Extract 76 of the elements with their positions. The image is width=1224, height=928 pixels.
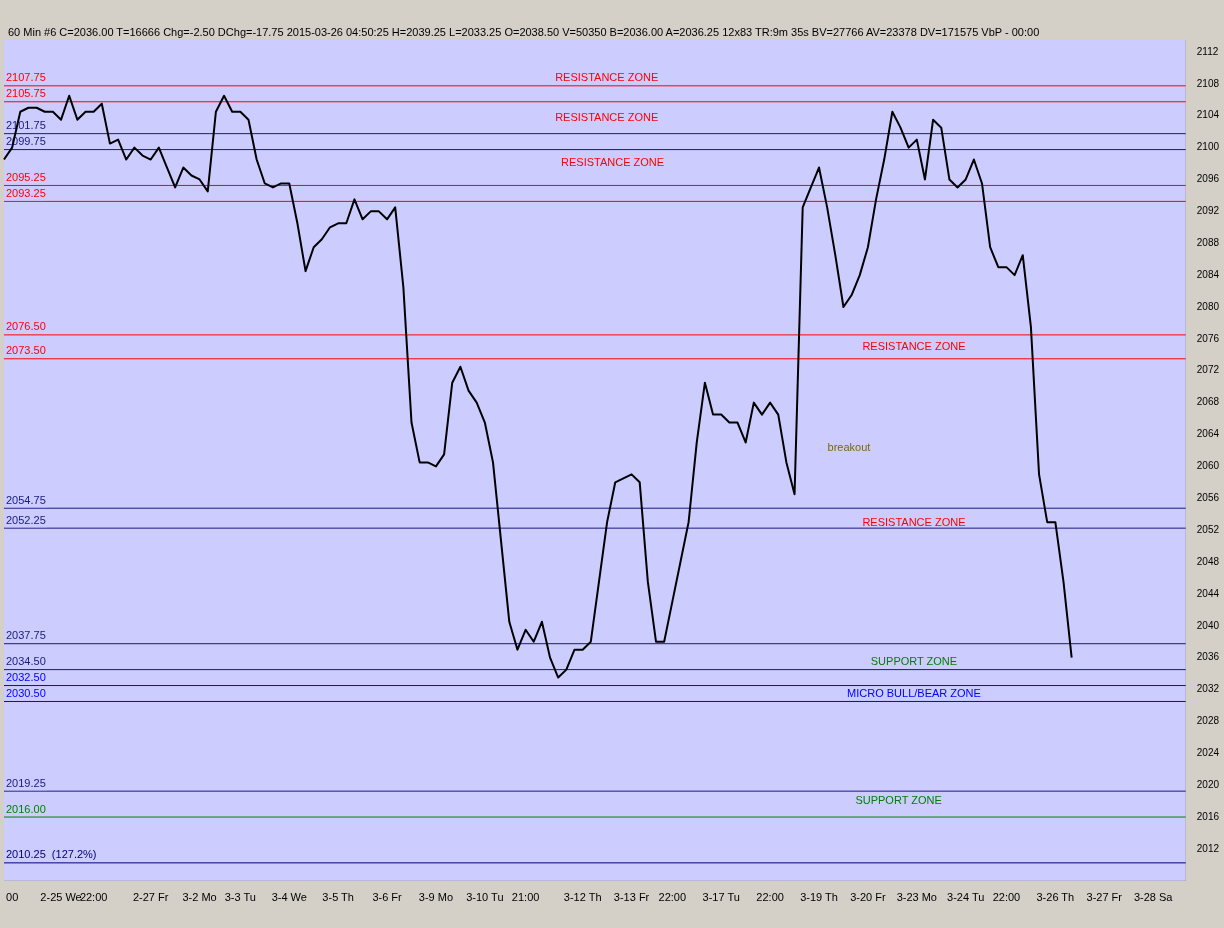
y-tick-label: 2056: [1196, 492, 1220, 504]
y-tick-label: 2024: [1196, 747, 1220, 759]
x-tick-label: 3-20 Fr: [850, 891, 886, 904]
annotation: RESISTANCE ZONE: [561, 155, 665, 168]
x-tick-label: 3-13 Fr: [613, 891, 650, 904]
x-tick-label: 3-3 Tu: [224, 891, 256, 904]
y-tick-label: 2112: [1196, 45, 1219, 57]
ref-line-label: 2016.00: [6, 802, 46, 815]
x-tick-label: 3-23 Mo: [896, 891, 937, 904]
x-tick-label: 3-17 Tu: [702, 891, 740, 904]
x-tick-label: 21:00: [511, 891, 540, 904]
y-tick-label: 2104: [1196, 109, 1220, 121]
ref-line-label: 2105.75: [6, 87, 46, 100]
x-tick-label: 22:00: [756, 891, 784, 904]
annotation: RESISTANCE ZONE: [862, 516, 966, 529]
ref-line-label: 2052.25: [6, 513, 46, 526]
y-tick-label: 2040: [1196, 619, 1220, 631]
ref-line-label: 2034.50: [6, 655, 46, 668]
x-tick-label: 3-2 Mo: [182, 891, 217, 904]
annotation: breakout: [827, 440, 871, 453]
y-tick-label: 2036: [1196, 651, 1220, 663]
y-tick-label: 2080: [1196, 300, 1220, 312]
y-tick-label: 2096: [1196, 173, 1220, 185]
x-tick-label: 3-5 Th: [322, 891, 354, 904]
chart-title: 60 Min #6 C=2036.00 T=16666 Chg=-2.50 DChg=-17.75 2015-03-26 04:50:25 H=2039.25 L=2033.25 O=2038.50 V=50350 B=2036.00 A=2036.25 12x83 TR:9m 35s BV=27766 AV=23378 DV=171575 VbP - 00:00: [8, 26, 1041, 38]
y-tick-label: 2044: [1196, 587, 1220, 599]
x-tick-label: 3-28 Sa: [1133, 891, 1174, 904]
ref-line-label: 2095.25: [6, 170, 46, 183]
x-tick-label: 2-27 Fr: [132, 891, 169, 904]
x-tick-label: 3-9 Mo: [418, 891, 454, 904]
y-tick-label: 2052: [1196, 523, 1220, 535]
y-tick-label: 2064: [1196, 428, 1220, 440]
annotation: RESISTANCE ZONE: [555, 70, 659, 83]
x-tick-label: 22:00: [658, 891, 687, 904]
x-tick-label: 3-26 Th: [1036, 891, 1075, 904]
y-tick-label: 2032: [1196, 683, 1220, 695]
y-tick-label: 2068: [1196, 396, 1220, 408]
y-tick-label: 2088: [1196, 236, 1220, 248]
y-tick-label: 2108: [1196, 77, 1220, 89]
ref-line-label: 2076.50: [6, 320, 46, 333]
x-tick-label: 00: [6, 891, 19, 904]
y-tick-label: 2020: [1196, 778, 1220, 790]
y-tick-label: 2060: [1196, 460, 1220, 472]
ref-line-label: 2032.50: [6, 671, 46, 684]
ref-line-label: 2037.75: [6, 629, 46, 642]
x-tick-label: 3-12 Th: [563, 891, 602, 904]
ref-line-label: 2010.25 (127.2%): [6, 848, 97, 861]
x-tick-label: 3-4 We: [271, 891, 307, 904]
y-tick-label: 2016: [1196, 810, 1220, 822]
x-tick-label: 3-24 Tu: [947, 891, 985, 904]
ref-line-label: 2019.25: [6, 776, 46, 789]
annotation: SUPPORT ZONE: [855, 793, 942, 806]
y-tick-label: 2076: [1196, 332, 1220, 344]
ref-line-label: 2073.50: [6, 344, 46, 357]
y-tick-label: 2048: [1196, 555, 1220, 567]
y-tick-label: 2092: [1196, 205, 1220, 217]
x-tick-label: 3-10 Tu: [466, 891, 504, 904]
y-tick-label: 2084: [1196, 268, 1220, 280]
x-tick-label: 3-27 Fr: [1086, 891, 1123, 904]
ref-line-label: 2054.75: [6, 493, 46, 506]
y-tick-label: 2012: [1196, 842, 1220, 854]
ref-line-label: 2093.25: [6, 186, 46, 199]
x-tick-label: 3-6 Fr: [372, 891, 403, 904]
y-tick-label: 2028: [1196, 715, 1220, 727]
x-tick-label: 2-25 We: [40, 891, 82, 904]
y-tick-label: 2072: [1196, 364, 1220, 376]
annotation: RESISTANCE ZONE: [555, 111, 659, 124]
x-tick-label: 22:00: [992, 891, 1021, 904]
y-tick-label: 2100: [1196, 141, 1220, 153]
annotation: MICRO BULL/BEAR ZONE: [847, 687, 981, 700]
ref-line-label: 2107.75: [6, 71, 46, 84]
x-tick-label: 22:00: [79, 891, 108, 904]
x-tick-label: 3-19 Th: [800, 891, 838, 904]
annotation: SUPPORT ZONE: [870, 655, 958, 668]
ref-line-label: 2030.50: [6, 687, 46, 700]
annotation: RESISTANCE ZONE: [862, 339, 966, 352]
